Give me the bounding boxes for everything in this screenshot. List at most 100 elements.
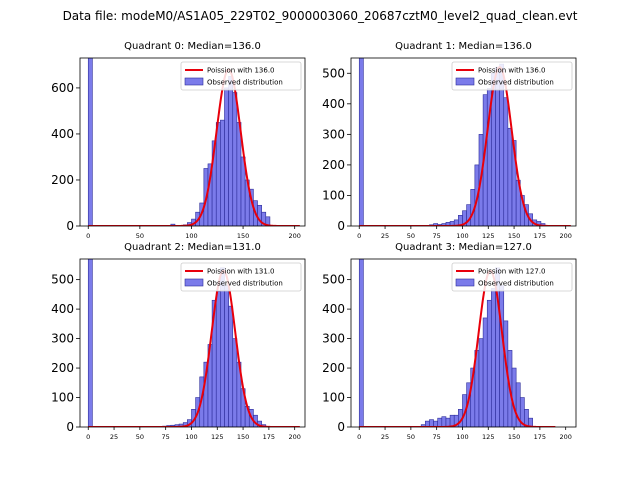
legend: Poission with 131.0 Observed distribution (180, 262, 302, 292)
x-tick-label: 175 (534, 232, 546, 240)
legend-box (180, 61, 302, 91)
histogram-bar (224, 285, 229, 427)
x-tick-label: 0 (357, 232, 361, 240)
legend-bar-swatch (184, 278, 204, 287)
x-tick-label: 125 (482, 433, 494, 441)
histogram-bar (236, 122, 242, 226)
legend-box (451, 262, 573, 292)
axes-frame (79, 258, 306, 428)
subplot-title: Quadrant 1: Median=136.0 (395, 41, 532, 52)
legend: Poission with 127.0 Observed distribution (451, 262, 573, 292)
histogram-bar (441, 416, 447, 427)
x-tick-label: 50 (407, 433, 415, 441)
histogram-bar (215, 122, 221, 226)
legend-bar-swatch (184, 77, 204, 86)
legend-label-fit: Poission with 136.0 (478, 67, 546, 75)
y-tick-label: 200 (51, 173, 74, 187)
histogram-bar (220, 119, 225, 226)
figure-suptitle: Data file: modeM0/AS1A05_229T02_90000030… (63, 9, 578, 23)
legend-label-observed: Observed distribution (207, 79, 283, 87)
legend-label-fit: Poission with 136.0 (207, 67, 275, 75)
legend-label-observed: Observed distribution (478, 79, 554, 87)
histogram-bar (511, 367, 517, 427)
x-tick-label: 150 (237, 232, 249, 240)
histogram-bar (232, 338, 238, 427)
poisson-fit-line (88, 68, 300, 226)
x-tick-label: 50 (136, 433, 144, 441)
legend: Poission with 136.0 Observed distribution (451, 61, 573, 91)
x-tick-label: 25 (110, 433, 118, 441)
legend-label-fit: Poission with 127.0 (478, 268, 546, 276)
subplot-title: Quadrant 3: Median=127.0 (395, 242, 532, 253)
x-tick-label: 100 (185, 433, 197, 441)
subplot-3: 0 100 200 300 400 500 0 25 50 75 100 125 150 175 200 Qu… (322, 242, 577, 441)
legend: Poission with 136.0 Observed distribution (180, 61, 302, 91)
plot-area (358, 58, 571, 226)
histogram-bar (228, 76, 234, 226)
poisson-fit-line (88, 269, 300, 427)
y-tick-label: 400 (51, 127, 74, 141)
y-tick-label: 0 (66, 420, 74, 434)
histogram-bar (503, 97, 509, 226)
x-tick-label: 100 (185, 232, 197, 240)
y-tick-label: 500 (322, 273, 345, 287)
x-tick-label: 200 (288, 433, 300, 441)
x-tick-label: 0 (86, 232, 90, 240)
x-tick-label: 25 (381, 433, 389, 441)
legend-bar-swatch (455, 278, 475, 287)
histogram-bar (215, 291, 221, 427)
y-tick-label: 0 (337, 219, 345, 233)
y-tick-label: 300 (322, 127, 345, 141)
subplot-2: 0 100 200 300 400 500 0 25 50 75 100 125 150 175 200 Qu… (51, 242, 306, 441)
histogram-bar (495, 66, 500, 226)
legend-box (451, 61, 573, 91)
subplot-0: 0 200 400 600 0 50 100 150 200 Quadrant 0: Median… (51, 41, 306, 240)
y-tick-label: 100 (322, 391, 345, 405)
histogram-bar (87, 58, 93, 226)
axes-frame (79, 57, 306, 227)
x-tick-label: 175 (263, 433, 275, 441)
x-tick-label: 75 (162, 433, 170, 441)
histogram-bar (486, 299, 492, 427)
legend-label-fit: Poission with 131.0 (207, 268, 275, 276)
x-tick-label: 175 (534, 433, 546, 441)
y-tick-label: 300 (322, 332, 345, 346)
histogram-bar (507, 127, 513, 226)
y-tick-label: 400 (322, 97, 345, 111)
x-tick-label: 150 (237, 433, 249, 441)
y-tick-label: 400 (322, 302, 345, 316)
subplot-title: Quadrant 0: Median=136.0 (124, 41, 261, 52)
x-tick-label: 100 (456, 232, 468, 240)
plot-area (87, 58, 300, 226)
histogram-bar (499, 285, 505, 427)
x-tick-label: 100 (456, 433, 468, 441)
y-tick-label: 100 (51, 391, 74, 405)
y-tick-label: 200 (322, 158, 345, 172)
x-tick-label: 125 (482, 232, 494, 240)
x-tick-label: 150 (508, 232, 520, 240)
x-tick-label: 200 (559, 433, 571, 441)
y-tick-label: 400 (51, 302, 74, 316)
histogram-bar (491, 288, 496, 427)
axes-frame (350, 258, 577, 428)
histogram-bar (220, 267, 225, 427)
histogram-bar (437, 417, 443, 427)
histogram-bar (478, 338, 484, 427)
y-tick-label: 500 (51, 273, 74, 287)
x-tick-label: 75 (433, 232, 441, 240)
subplot-title: Quadrant 2: Median=131.0 (124, 242, 261, 253)
y-tick-label: 500 (322, 66, 345, 80)
legend-bar-swatch (455, 77, 475, 86)
y-tick-label: 100 (322, 188, 345, 202)
poisson-fit-line (359, 66, 571, 226)
legend-box (180, 262, 302, 292)
x-tick-label: 50 (136, 232, 144, 240)
y-tick-label: 300 (51, 332, 74, 346)
histogram-bar (358, 259, 364, 427)
legend-label-observed: Observed distribution (207, 280, 283, 288)
x-tick-label: 50 (407, 232, 415, 240)
x-tick-label: 25 (381, 232, 389, 240)
subplots-grid: 0 200 400 600 0 50 100 150 200 Quadrant 0: Median… (51, 41, 577, 441)
axes-frame (350, 57, 577, 227)
